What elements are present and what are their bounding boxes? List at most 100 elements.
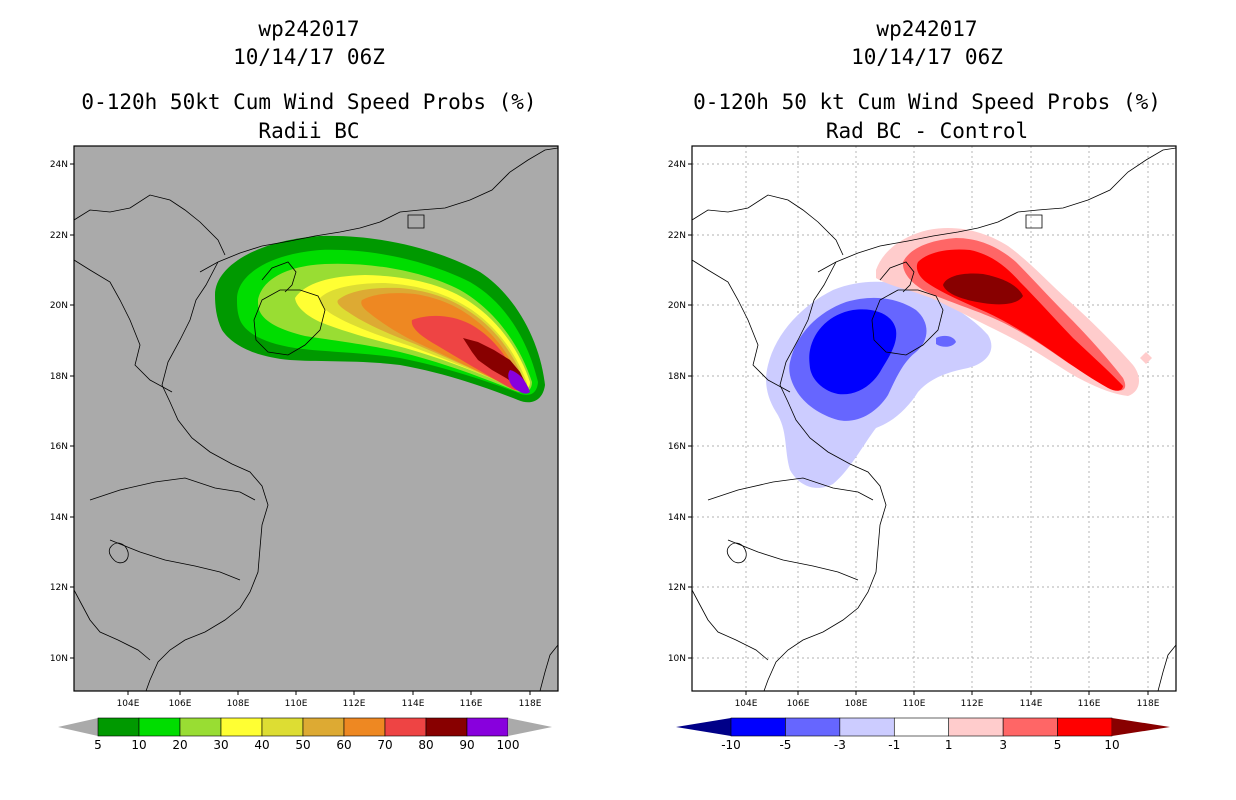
difference-contours	[766, 227, 1152, 488]
border-laos-thai	[74, 259, 173, 393]
coastlines-borders	[692, 147, 1176, 691]
colorbar-right: -10 -5 -3 -1 1 3 5 10	[676, 717, 1170, 752]
border-laos-thai	[692, 259, 791, 393]
colorbar-cell	[97, 717, 140, 737]
lon-label: 108E	[845, 699, 868, 709]
panel-rad-bc-control: wp242017 10/14/17 06Z 0-120h 50 kt Cum W…	[618, 0, 1236, 800]
lat-label: 20N	[50, 301, 68, 311]
border-cambodia-south	[727, 539, 859, 581]
lon-label: 118E	[1137, 699, 1160, 709]
colorbar-cell	[179, 717, 222, 737]
map-background	[692, 146, 1176, 691]
colorbar-label: -3	[834, 738, 846, 752]
map-frame	[691, 145, 1177, 692]
colorbar-cell	[302, 717, 345, 737]
colorbar-cell	[785, 717, 841, 737]
lat-label: 12N	[50, 583, 68, 593]
lat-label: 16N	[668, 442, 686, 452]
borneo-coast	[539, 644, 558, 691]
pos-contour-gt10	[943, 273, 1023, 305]
tonle-sap	[726, 542, 747, 564]
lat-label: 16N	[50, 442, 68, 452]
colorbar-cell	[730, 717, 786, 737]
lat-labels: 24N 22N 20N 18N 16N 14N 12N 10N	[50, 160, 68, 664]
map-background	[74, 146, 558, 691]
colorbar-label: 30	[213, 738, 228, 752]
colorbar-label: 60	[336, 738, 351, 752]
difference-map-right: 24N 22N 20N 18N 16N 14N 12N 10N 104E 106…	[668, 145, 1177, 752]
lon-label: 106E	[169, 699, 192, 709]
lon-label: 116E	[460, 699, 483, 709]
hk-box	[1025, 214, 1043, 229]
lat-labels: 24N 22N 20N 18N 16N 14N 12N 10N	[668, 160, 686, 664]
colorbar-below-triangle	[676, 718, 731, 736]
colorbar-above-triangle	[1112, 718, 1170, 736]
lat-label: 14N	[668, 513, 686, 523]
lon-label: 112E	[343, 699, 366, 709]
lon-labels: 104E 106E 108E 110E 112E 114E 116E 118E	[117, 699, 542, 709]
map-frame	[73, 145, 559, 692]
lon-ticks	[745, 691, 1149, 695]
lat-label: 10N	[50, 654, 68, 664]
neg-contour-small	[936, 335, 956, 347]
colorbar-cell	[839, 717, 895, 737]
lat-label: 24N	[668, 160, 686, 170]
lat-label: 22N	[668, 231, 686, 241]
pos-contour-tiny	[1140, 352, 1152, 364]
border-cambodia-south	[109, 539, 241, 581]
coastlines-borders	[74, 147, 558, 691]
colorbar-label: 10	[1104, 738, 1119, 752]
colorbar-label: 20	[172, 738, 187, 752]
product-title: 0-120h 50kt Cum Wind Speed Probs (%)	[81, 90, 537, 114]
colorbar-cell	[220, 717, 263, 737]
colorbar-cells	[97, 717, 509, 737]
colorbar-cell	[1002, 717, 1058, 737]
colorbar-label: 3	[999, 738, 1007, 752]
lat-label: 18N	[668, 372, 686, 382]
colorbar-label: 5	[94, 738, 102, 752]
panel-radii-bc: wp242017 10/14/17 06Z 0-120h 50kt Cum Wi…	[50, 17, 559, 752]
lon-label: 110E	[903, 699, 926, 709]
colorbar-cell	[384, 717, 427, 737]
colorbar-cell	[425, 717, 468, 737]
storm-id-title: wp242017	[258, 17, 360, 41]
hk-box	[407, 214, 425, 229]
colorbar-cells	[730, 717, 1113, 737]
vietnam-coastline	[145, 261, 269, 691]
lat-label: 10N	[668, 654, 686, 664]
hainan-island	[253, 289, 326, 356]
leizhou-peninsula	[261, 261, 297, 293]
lat-label: 14N	[50, 513, 68, 523]
colorbar-label: 90	[459, 738, 474, 752]
colorbar-label: 80	[418, 738, 433, 752]
colorbar-label: 70	[377, 738, 392, 752]
border-vn-laos	[692, 194, 844, 256]
tonle-sap	[108, 542, 129, 564]
lon-label: 106E	[787, 699, 810, 709]
lon-label: 114E	[402, 699, 425, 709]
lon-label: 110E	[285, 699, 308, 709]
thai-coast	[74, 589, 151, 661]
lat-label: 12N	[668, 583, 686, 593]
lat-label: 22N	[50, 231, 68, 241]
lat-label: 18N	[50, 372, 68, 382]
probability-contours	[215, 235, 545, 403]
lon-label: 112E	[961, 699, 984, 709]
colorbar-cell	[466, 717, 509, 737]
lon-label: 118E	[519, 699, 542, 709]
probability-map-left: 24N 22N 20N 18N 16N 14N 12N 10N 104E 106…	[50, 145, 559, 752]
border-cambodia	[89, 477, 256, 501]
colorbar-below-triangle	[58, 718, 98, 736]
lat-ticks	[688, 163, 692, 659]
lon-labels: 104E 106E 108E 110E 112E 114E 116E 118E	[735, 699, 1160, 709]
hainan-island	[871, 289, 944, 356]
lon-label: 108E	[227, 699, 250, 709]
colorbar-cell	[948, 717, 1004, 737]
colorbar-cell	[261, 717, 304, 737]
vietnam-coastline	[763, 261, 887, 691]
product-title: 0-120h 50 kt Cum Wind Speed Probs (%)	[693, 90, 1161, 114]
colorbar-labels: -10 -5 -3 -1 1 3 5 10	[721, 738, 1119, 752]
colorbar-label: 100	[497, 738, 520, 752]
lat-label: 24N	[50, 160, 68, 170]
storm-id-title: wp242017	[876, 17, 978, 41]
